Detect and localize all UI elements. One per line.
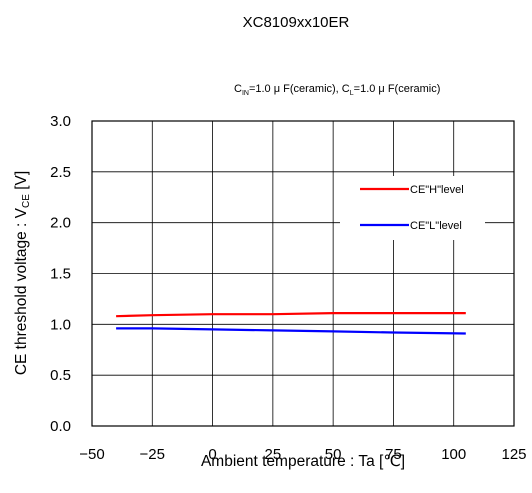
y-axis-label: CE threshold voltage : VCE [V] bbox=[13, 171, 32, 375]
x-tick-label: 100 bbox=[441, 446, 466, 463]
x-tick-label: 50 bbox=[325, 446, 342, 463]
test-condition: CIN=1.0 μ F(ceramic), CL=1.0 μ F(ceramic… bbox=[234, 83, 440, 97]
data-series bbox=[116, 312, 466, 335]
y-tick-labels: 0.0 0.5 1.0 1.5 2.0 2.5 3.0 bbox=[50, 113, 71, 435]
legend-background bbox=[340, 176, 485, 240]
cl-label: C bbox=[342, 83, 350, 95]
y-tick-label: 3.0 bbox=[50, 113, 71, 130]
x-tick-label: −50 bbox=[79, 446, 104, 463]
cl-subscript: L bbox=[350, 90, 354, 97]
cin-subscript: IN bbox=[242, 90, 249, 97]
legend: CE"H"level CE"L"level bbox=[340, 176, 485, 240]
cl-value: =1.0 μ F(ceramic) bbox=[354, 83, 441, 95]
y-tick-label: 1.5 bbox=[50, 266, 71, 283]
chart-title: XC8109xx10ER bbox=[243, 14, 350, 31]
y-tick-label: 2.0 bbox=[50, 215, 71, 232]
y-tick-label: 0.5 bbox=[50, 367, 71, 384]
x-tick-label: 0 bbox=[208, 446, 216, 463]
y-tick-label: 1.0 bbox=[50, 316, 71, 333]
y-axis-label-unit: [V] bbox=[13, 171, 30, 194]
legend-label-h: CE"H"level bbox=[410, 184, 464, 196]
y-tick-label: 2.5 bbox=[50, 164, 71, 181]
x-tick-labels: −50 −25 0 25 50 75 100 125 bbox=[79, 446, 526, 463]
series-line-ce-l-level bbox=[116, 327, 466, 335]
y-axis-label-subscript: CE bbox=[21, 194, 32, 208]
cin-value: =1.0 μ F(ceramic), bbox=[249, 83, 342, 95]
x-tick-label: 25 bbox=[265, 446, 282, 463]
grid-lines bbox=[92, 121, 514, 426]
plot-frame bbox=[91, 120, 515, 427]
cin-label: C bbox=[234, 83, 242, 95]
legend-label-l: CE"L"level bbox=[410, 220, 462, 232]
x-tick-label: 125 bbox=[501, 446, 526, 463]
series-line-ce-h-level bbox=[116, 312, 466, 318]
x-tick-label: 75 bbox=[385, 446, 402, 463]
x-tick-label: −25 bbox=[140, 446, 165, 463]
y-axis-label-main: CE threshold voltage : V bbox=[13, 207, 30, 375]
x-axis-label: Ambient temperature : Ta [℃] bbox=[201, 453, 405, 470]
y-tick-label: 0.0 bbox=[50, 418, 71, 435]
